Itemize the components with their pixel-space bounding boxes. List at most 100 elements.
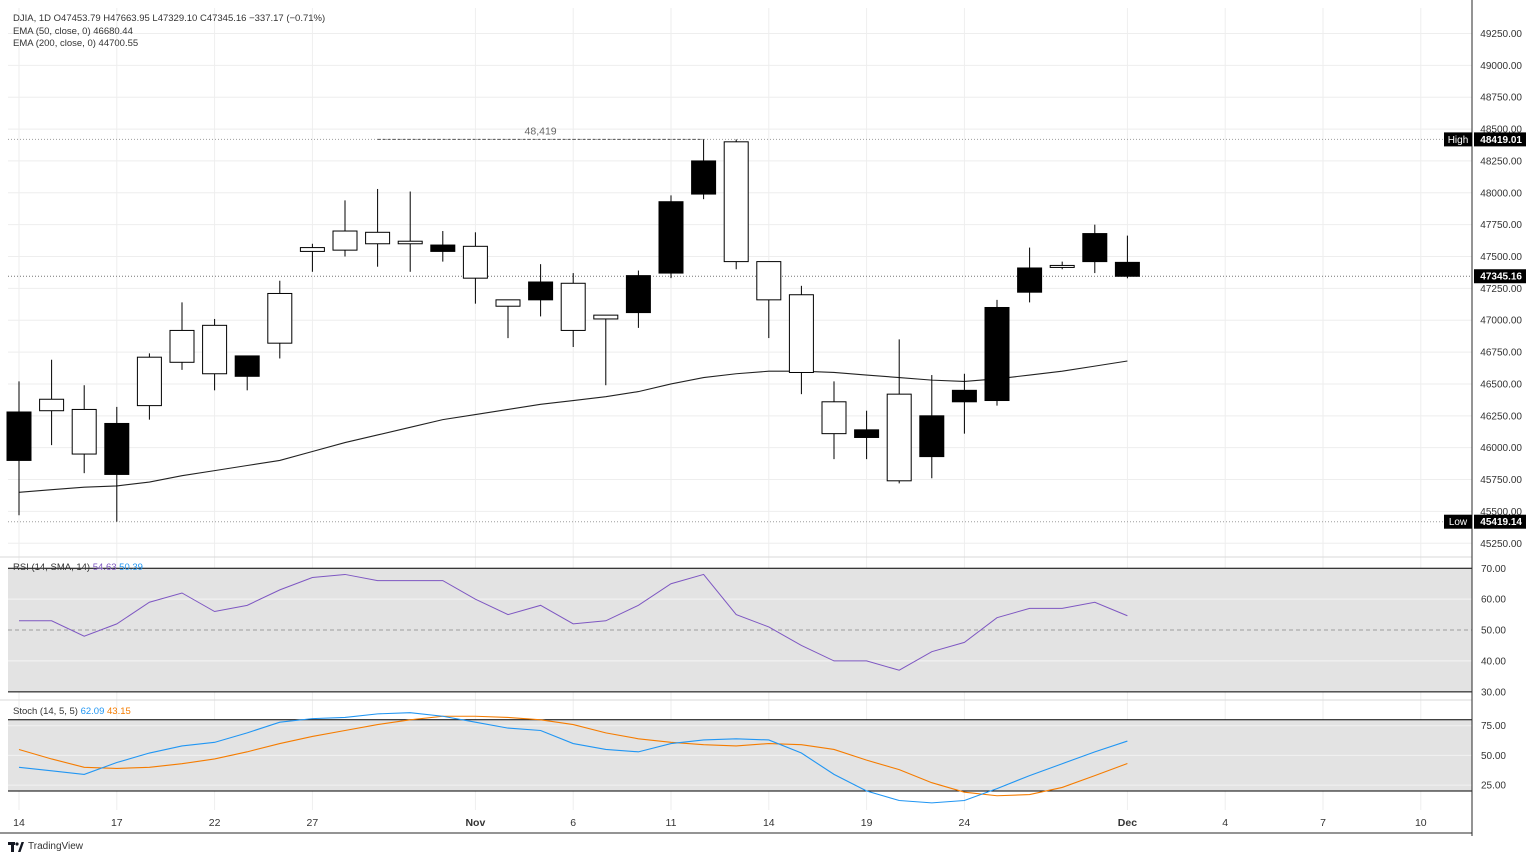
ema50-legend[interactable]: EMA (50, close, 0) 46680.44 [13, 25, 133, 37]
candle[interactable] [202, 318, 228, 391]
candle-body [136, 356, 162, 407]
candle[interactable] [136, 353, 162, 420]
candle[interactable] [1049, 261, 1075, 270]
price-tick-label: 46250.00 [1480, 411, 1522, 422]
candle-body [169, 329, 195, 363]
rsi-tick-label: 50.00 [1481, 626, 1506, 637]
ema50-line[interactable] [18, 360, 1128, 493]
stoch-legend[interactable]: Stoch (14, 5, 5) 62.09 43.15 [13, 706, 131, 719]
candle[interactable] [39, 359, 65, 446]
candle[interactable] [6, 381, 32, 516]
axes[interactable]: 49250.00 49000.00 48750.00 48500.00 48250.00… [0, 0, 1526, 836]
candle[interactable] [495, 299, 521, 339]
candle-body [821, 401, 847, 435]
time-tick-label: 11 [666, 817, 677, 829]
low-badge-value: 45419.14 [1480, 517, 1522, 528]
price-tick-label: 45500.00 [1480, 507, 1522, 518]
candle[interactable] [1017, 247, 1043, 303]
main-legend: DJIA, 1D O47453.79 H47663.95 L47329.10 C… [13, 13, 325, 51]
price-tick-label: 45250.00 [1480, 539, 1522, 550]
candle-body [365, 231, 391, 245]
candle[interactable] [658, 195, 684, 279]
candle[interactable] [593, 314, 619, 386]
candle[interactable] [886, 339, 912, 484]
candle[interactable] [71, 385, 97, 474]
candle-body [267, 292, 293, 344]
price-tick-label: 47500.00 [1480, 252, 1522, 263]
candle[interactable] [560, 273, 586, 347]
candle-body [756, 261, 782, 301]
candle-body [202, 324, 228, 375]
candle[interactable] [332, 200, 358, 257]
candle-body [1049, 264, 1075, 268]
candle[interactable] [299, 243, 325, 272]
stoch-tick-label: 75.00 [1481, 721, 1506, 732]
candle[interactable] [854, 410, 880, 460]
price-tick-label: 48500.00 [1480, 125, 1522, 136]
tradingview-brand: TradingView [28, 841, 84, 852]
candle[interactable] [234, 355, 260, 391]
time-tick-label: 17 [111, 817, 123, 829]
candle[interactable] [104, 406, 130, 522]
candle-body [462, 245, 488, 279]
candle-body [691, 160, 717, 195]
time-tick-label: 7 [1320, 817, 1326, 829]
candle[interactable] [528, 264, 554, 317]
candle-body [560, 282, 586, 331]
tradingview-logo[interactable]: TradingView [8, 841, 83, 852]
rsi-tick-label: 40.00 [1481, 656, 1506, 667]
price-tick-label: 47250.00 [1480, 284, 1522, 295]
time-tick-label: 27 [307, 817, 319, 829]
rsi-tick-label: 60.00 [1481, 595, 1506, 606]
candle[interactable] [1082, 224, 1108, 274]
candle[interactable] [625, 270, 651, 328]
candle[interactable] [919, 375, 945, 479]
candle[interactable] [951, 373, 977, 434]
ema200-legend[interactable]: EMA (200, close, 0) 44700.55 [13, 38, 139, 49]
time-tick-label: 19 [861, 817, 873, 829]
price-tick-label: 48250.00 [1480, 156, 1522, 167]
rsi-line[interactable] [19, 573, 1128, 671]
candle[interactable] [723, 139, 749, 270]
price-tick-label: 46500.00 [1480, 379, 1522, 390]
candle-body [39, 398, 65, 412]
high-badge-value: 48419.01 [1480, 135, 1522, 146]
stoch-d-line[interactable] [18, 715, 1128, 797]
candle[interactable] [267, 280, 293, 359]
time-tick-label: 4 [1222, 817, 1228, 829]
rsi-legend-sma-value: 50.39 [119, 562, 143, 573]
candle-body [854, 429, 880, 438]
candle[interactable] [462, 232, 488, 304]
rsi-legend[interactable]: RSI (14, SMA, 14) 54.63 50.39 [13, 562, 143, 575]
high-badge-label-bg [1444, 132, 1472, 147]
candle-body [951, 389, 977, 403]
price-tick-label: 45750.00 [1480, 475, 1522, 486]
rsi-legend-name: RSI (14, SMA, 14) [13, 562, 91, 573]
candles[interactable] [6, 139, 1140, 522]
candle[interactable] [1114, 235, 1140, 279]
time-tick-label: 24 [959, 817, 971, 829]
candle-body [299, 247, 325, 252]
symbol-ohlc-line[interactable]: DJIA, 1D O47453.79 H47663.95 L47329.10 C… [13, 13, 326, 24]
candle[interactable] [169, 302, 195, 370]
candle[interactable] [365, 188, 391, 267]
candle-body [919, 415, 945, 458]
stoch-tick-label: 50.00 [1481, 751, 1506, 762]
candle-body [625, 275, 651, 314]
candle[interactable] [430, 231, 456, 262]
candle[interactable] [984, 299, 1010, 406]
candle[interactable] [756, 261, 782, 339]
candle-body [593, 314, 619, 320]
candle-body [71, 408, 97, 455]
candle-body [6, 411, 32, 461]
candle-body [1017, 267, 1043, 293]
candle[interactable] [788, 285, 814, 395]
stoch-k-line[interactable] [18, 712, 1128, 804]
time-tick-label: Nov [465, 817, 485, 829]
candle-body [723, 141, 749, 263]
low-badge-label: Low [1449, 517, 1468, 528]
candle[interactable] [397, 191, 423, 272]
candle[interactable] [821, 381, 847, 460]
candle[interactable] [691, 139, 717, 200]
